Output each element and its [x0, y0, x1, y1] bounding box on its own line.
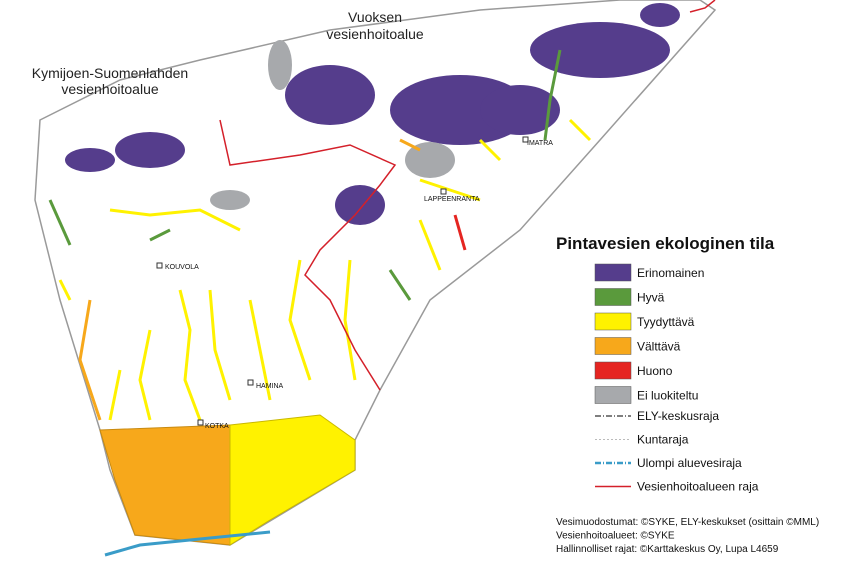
region-label: vesienhoitoalue: [326, 26, 424, 42]
legend-swatch: [594, 361, 632, 380]
city-label: LAPPEENRANTA: [424, 196, 480, 203]
legend-label: ELY-keskusraja: [637, 409, 719, 423]
legend-title: Pintavesien ekologinen tila: [556, 234, 775, 253]
legend-label: Vesienhoitoalueen raja: [637, 480, 759, 494]
legend-label: Tyydyttävä: [637, 315, 695, 329]
city-label: HAMINA: [256, 383, 284, 390]
legend-swatch: [594, 288, 632, 306]
region-label: vesienhoitoalue: [61, 81, 159, 97]
credit: Hallinnolliset rajat: ©Karttakeskus Oy, …: [556, 544, 779, 555]
city-markers: [156, 136, 529, 426]
legend-label: Välttävä: [637, 340, 681, 354]
legend-swatch: [594, 312, 632, 331]
region-label: Kymijoen-Suomenlahden: [32, 65, 188, 81]
legend-label: Erinomainen: [637, 266, 704, 280]
legend-swatch: [594, 263, 632, 282]
legend-swatch: [594, 386, 632, 404]
city-label: IMATRA: [527, 140, 553, 147]
city-label: KOUVOLA: [165, 264, 199, 271]
legend-label: Huono: [637, 364, 673, 378]
legend-label: Ulompi aluevesiraja: [637, 456, 742, 470]
legend-swatch: [594, 337, 632, 355]
map-shapes: [34, 0, 717, 557]
legend-label: Hyvä: [637, 291, 665, 305]
city-label: KOTKA: [205, 423, 229, 430]
credit: Vesienhoitoalueet: ©SYKE: [556, 531, 675, 542]
region-label: Vuoksen: [348, 9, 402, 25]
legend-label: Ei luokiteltu: [637, 389, 698, 403]
credit: Vesimuodostumat: ©SYKE, ELY-keskukset (o…: [556, 517, 819, 528]
legend-label: Kuntaraja: [637, 433, 689, 447]
